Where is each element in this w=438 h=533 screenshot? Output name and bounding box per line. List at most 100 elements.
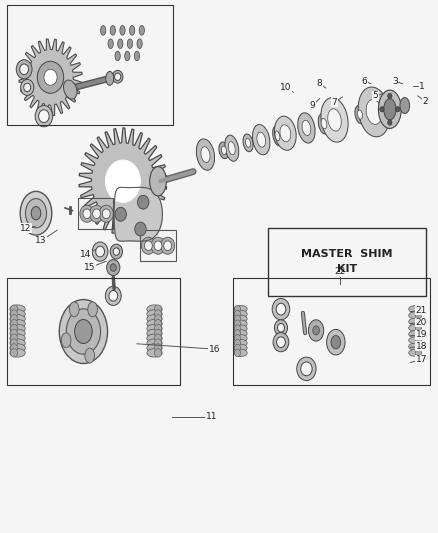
Text: 13: 13 (35, 237, 46, 245)
Polygon shape (19, 39, 82, 116)
Ellipse shape (233, 320, 247, 327)
Circle shape (114, 73, 120, 80)
Circle shape (272, 298, 289, 320)
Circle shape (92, 209, 100, 219)
Ellipse shape (357, 110, 362, 119)
Text: 21: 21 (415, 306, 426, 314)
Text: 3: 3 (391, 77, 397, 86)
Ellipse shape (146, 324, 162, 333)
Circle shape (276, 337, 285, 348)
Ellipse shape (146, 334, 162, 343)
Circle shape (154, 349, 161, 357)
Ellipse shape (146, 314, 162, 323)
Circle shape (95, 246, 104, 257)
Ellipse shape (274, 116, 296, 150)
Circle shape (414, 318, 420, 325)
Circle shape (11, 310, 18, 318)
Bar (78, 198, 113, 229)
Circle shape (39, 110, 49, 123)
Ellipse shape (354, 106, 364, 124)
Circle shape (414, 343, 420, 350)
Circle shape (276, 303, 285, 315)
Circle shape (110, 244, 122, 259)
Ellipse shape (61, 333, 71, 348)
Text: 12: 12 (20, 224, 31, 232)
Text: 9: 9 (309, 101, 315, 110)
Ellipse shape (307, 320, 323, 341)
Circle shape (109, 290, 117, 301)
Ellipse shape (137, 39, 142, 49)
Ellipse shape (320, 118, 326, 129)
Circle shape (234, 305, 240, 313)
Ellipse shape (146, 329, 162, 338)
Circle shape (234, 310, 240, 318)
Circle shape (151, 237, 165, 254)
Circle shape (11, 314, 18, 323)
Circle shape (234, 320, 240, 327)
Ellipse shape (357, 87, 389, 137)
Ellipse shape (408, 325, 420, 332)
Ellipse shape (139, 26, 144, 35)
Ellipse shape (127, 39, 132, 49)
Circle shape (11, 305, 18, 313)
Circle shape (154, 329, 161, 338)
Text: 19: 19 (415, 330, 426, 339)
Ellipse shape (85, 348, 94, 363)
Ellipse shape (66, 309, 100, 354)
Ellipse shape (219, 142, 228, 159)
Ellipse shape (327, 109, 340, 131)
Ellipse shape (228, 142, 235, 155)
Ellipse shape (146, 339, 162, 348)
Ellipse shape (233, 335, 247, 342)
Ellipse shape (221, 146, 226, 155)
Circle shape (234, 349, 240, 357)
Ellipse shape (146, 344, 162, 352)
Ellipse shape (383, 99, 395, 120)
Ellipse shape (408, 350, 420, 356)
Text: MASTER  SHIM: MASTER SHIM (300, 249, 392, 259)
Ellipse shape (10, 339, 25, 348)
Text: 16: 16 (208, 345, 219, 353)
Circle shape (154, 339, 161, 348)
Ellipse shape (408, 337, 420, 344)
Ellipse shape (25, 198, 46, 228)
Ellipse shape (120, 26, 125, 35)
Circle shape (80, 205, 94, 222)
Circle shape (160, 237, 174, 254)
Ellipse shape (408, 312, 420, 319)
Circle shape (414, 312, 420, 319)
Circle shape (300, 362, 311, 376)
Ellipse shape (233, 349, 247, 357)
Polygon shape (79, 128, 166, 235)
Text: 7: 7 (331, 98, 337, 107)
Text: 5: 5 (371, 92, 378, 100)
Circle shape (113, 248, 119, 255)
Ellipse shape (233, 340, 247, 347)
Ellipse shape (378, 90, 400, 128)
Ellipse shape (129, 26, 134, 35)
Ellipse shape (312, 326, 318, 335)
Ellipse shape (115, 51, 120, 61)
Bar (7, 278, 180, 385)
Circle shape (11, 344, 18, 352)
Circle shape (234, 325, 240, 332)
Ellipse shape (146, 305, 162, 313)
Ellipse shape (134, 51, 139, 61)
Bar (140, 230, 175, 261)
Circle shape (154, 344, 161, 352)
Ellipse shape (233, 315, 247, 322)
Circle shape (92, 242, 108, 261)
Ellipse shape (149, 166, 166, 196)
Circle shape (105, 160, 140, 203)
Circle shape (38, 62, 63, 93)
Text: 18: 18 (415, 342, 426, 351)
Ellipse shape (201, 147, 209, 163)
Ellipse shape (10, 329, 25, 338)
Ellipse shape (408, 343, 420, 350)
Ellipse shape (124, 51, 130, 61)
Ellipse shape (275, 131, 279, 141)
Ellipse shape (252, 125, 269, 155)
Ellipse shape (59, 300, 107, 364)
Circle shape (154, 314, 161, 323)
Circle shape (395, 107, 399, 112)
